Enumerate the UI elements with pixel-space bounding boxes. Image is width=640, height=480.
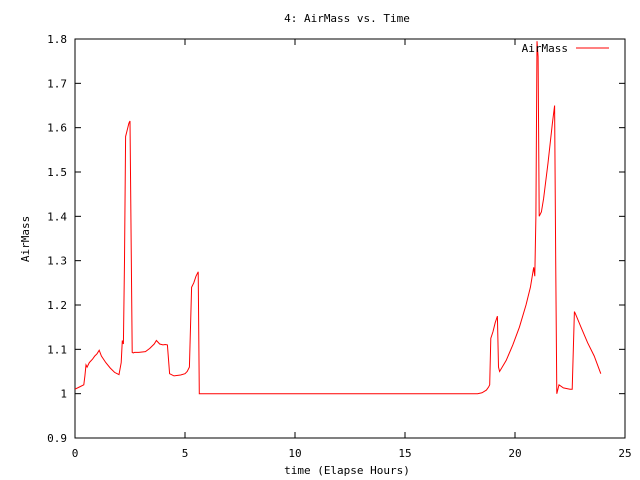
y-tick-label: 1.4 <box>47 210 67 223</box>
y-tick-label: 0.9 <box>47 432 67 445</box>
y-tick-label: 1.8 <box>47 33 67 46</box>
series-layer <box>74 41 602 395</box>
y-tick-label: 1.5 <box>47 166 67 179</box>
y-tick-label: 1.2 <box>47 299 67 312</box>
y-axis-label: AirMass <box>19 216 32 262</box>
y-tick-label: 1.1 <box>47 343 67 356</box>
series-line-airmass <box>74 41 602 395</box>
x-tick-label: 20 <box>508 447 521 460</box>
y-tick-label: 1.7 <box>47 77 67 90</box>
legend: AirMass <box>522 42 609 55</box>
x-tick-label: 10 <box>288 447 301 460</box>
x-tick-label: 0 <box>72 447 79 460</box>
y-tick-label: 1.3 <box>47 255 67 268</box>
x-tick-label: 15 <box>398 447 411 460</box>
y-tick-label: 1.6 <box>47 122 67 135</box>
chart-title: 4: AirMass vs. Time <box>284 12 410 25</box>
y-tick-label: 1 <box>60 388 67 401</box>
plot-frame <box>74 38 626 439</box>
x-tick-label: 5 <box>182 447 189 460</box>
legend-label-airmass: AirMass <box>522 42 568 55</box>
axes-layer: 0 5 10 15 20 25 0.9 1 1.1 1.2 1.3 1.4 1.5 1.6 1.7 1.8 <box>47 33 632 460</box>
x-tick-label: 25 <box>618 447 631 460</box>
x-axis-label: time (Elapse Hours) <box>284 464 410 477</box>
